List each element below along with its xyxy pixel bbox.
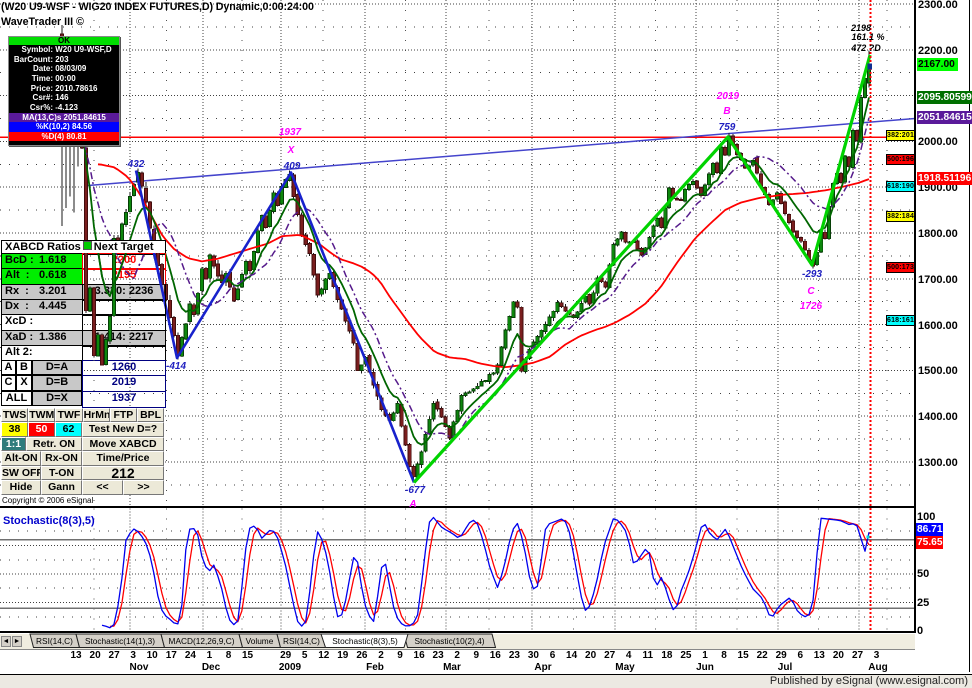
svg-text:RSI(14,C): RSI(14,C) [283, 636, 320, 646]
svg-text:Stochastic(8(3),5): Stochastic(8(3),5) [332, 636, 398, 646]
svg-text:Volume: Volume [246, 636, 274, 646]
svg-text:Stochastic(14(1),3): Stochastic(14(1),3) [85, 636, 155, 646]
svg-text:Stochastic(10(2),4): Stochastic(10(2),4) [414, 636, 484, 646]
svg-text:RSI(14,C): RSI(14,C) [36, 636, 73, 646]
svg-text:MACD(12,26,9,C): MACD(12,26,9,C) [169, 636, 235, 646]
